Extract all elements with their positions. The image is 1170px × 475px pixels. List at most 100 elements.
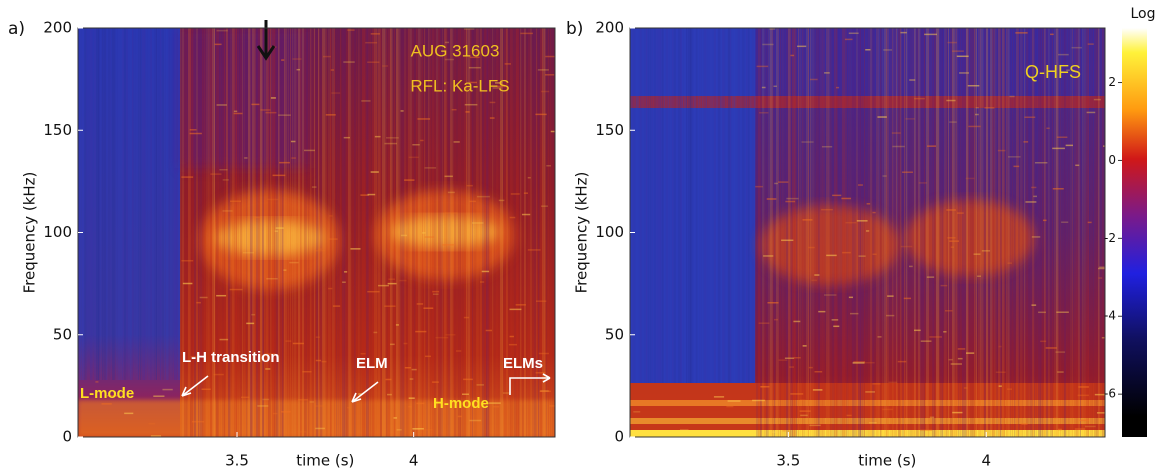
heatmap-texture [858,28,861,437]
heatmap-texture [1086,28,1089,437]
heatmap-texture [256,28,259,437]
heatmap-texture [403,342,408,345]
heatmap-texture [366,28,369,437]
heatmap-texture [296,68,301,71]
heatmap-texture [88,28,91,380]
heatmap-texture [846,414,852,417]
heatmap-texture [1096,28,1099,437]
heatmap-texture [110,28,112,380]
heatmap-texture [954,28,957,437]
heatmap-texture [476,384,484,386]
heatmap-texture [998,385,1002,387]
heatmap-texture [952,411,963,414]
heatmap-texture [360,28,362,437]
heatmap-texture [1025,201,1037,203]
heatmap-texture [913,329,921,332]
heatmap-texture [410,28,413,437]
heatmap-texture [1071,46,1082,49]
heatmap-texture [666,28,669,383]
heatmap-texture [857,184,863,186]
heatmap-texture [824,28,826,437]
heatmap-texture [244,28,246,437]
heatmap-texture [746,28,748,383]
heatmap-texture [1060,28,1062,437]
heatmap-texture [654,28,657,383]
heatmap-texture [236,28,238,437]
heatmap-texture [828,28,830,437]
heatmap-texture [727,400,741,402]
heatmap-texture [242,251,254,254]
heatmap-texture [274,28,277,437]
heatmap-texture [523,192,528,194]
heatmap-texture [952,50,964,52]
heatmap-texture [415,330,427,333]
heatmap-texture [134,28,136,380]
heatmap-texture [358,28,360,437]
heatmap-texture [1010,28,1012,437]
heatmap-texture [808,366,813,369]
heatmap-texture [802,219,813,221]
heatmap-texture [956,55,969,58]
heatmap-texture [758,28,761,437]
heatmap-texture [296,28,299,437]
heatmap-texture [950,363,962,365]
heatmap-texture [532,28,535,437]
heatmap-texture [246,322,255,325]
heatmap-texture [844,28,847,437]
heatmap-texture [864,28,866,437]
annotation: H-mode [433,395,489,412]
heatmap-texture [500,28,503,437]
heatmap-texture [208,28,211,437]
heatmap-texture [146,28,148,380]
heatmap-texture [213,373,224,376]
heatmap-texture [188,28,191,437]
heatmap-texture [488,28,490,437]
heatmap-texture [804,28,806,437]
heatmap-texture [1082,28,1084,437]
heatmap-texture [932,28,935,437]
heatmap-texture [404,28,406,437]
heatmap-texture [670,28,672,383]
heatmap-texture [832,194,842,197]
y-tick-label: 100 [43,223,72,241]
heatmap-texture [542,28,545,437]
heatmap-texture [772,431,779,433]
heatmap-texture [344,271,348,273]
heatmap-texture [190,28,193,437]
heatmap-texture [814,370,823,373]
heatmap-texture [1030,28,1033,437]
heatmap-texture [864,404,868,406]
annotation: Q-HFS [1025,62,1081,82]
y-axis-label: Frequency (kHz) [573,172,591,294]
heatmap-texture [718,28,721,383]
heatmap-texture [662,28,664,383]
heatmap-texture [886,314,895,317]
heatmap-texture [230,28,232,437]
heatmap-texture [316,28,319,437]
heatmap-texture [694,28,696,383]
heatmap-texture [184,28,187,437]
heatmap-texture [778,28,780,437]
heatmap-texture [782,28,784,437]
heatmap-texture [868,28,870,437]
heatmap-texture [474,28,477,437]
heatmap-texture [940,284,948,287]
heatmap-texture [476,28,479,437]
heatmap-texture [480,28,482,437]
heatmap-texture [302,28,305,437]
heatmap-texture [420,139,424,142]
heatmap-texture [890,28,893,437]
heatmap-texture [877,116,887,118]
panel-label: a) [8,19,25,39]
x-axis-label: time (s) [296,452,354,470]
heatmap-texture [950,246,954,248]
heatmap-texture [412,28,415,437]
heatmap-texture [360,194,369,196]
heatmap-texture [497,85,506,88]
heatmap-texture [445,334,456,336]
heatmap-texture [966,28,969,437]
heatmap-texture [489,117,495,119]
heatmap-texture [1048,28,1050,437]
heatmap-texture [865,391,876,393]
heatmap-texture [229,200,242,203]
